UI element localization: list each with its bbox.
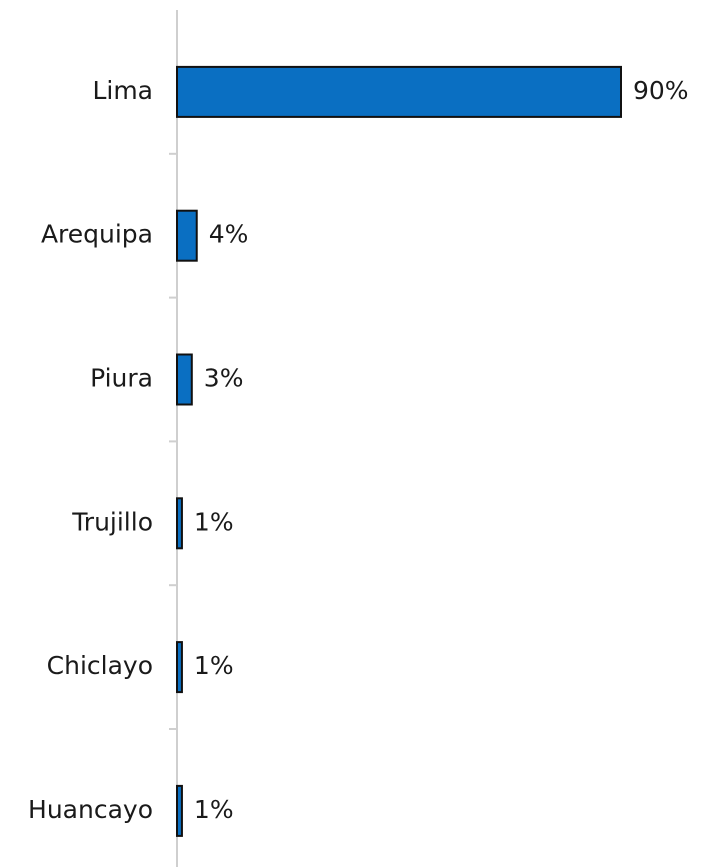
category-label-chiclayo: Chiclayo: [47, 651, 153, 680]
category-label-piura: Piura: [90, 364, 153, 393]
bar-huancayo: [176, 784, 183, 837]
category-labels-group: Lima Arequipa Piura Trujillo Chiclayo Huancay…: [28, 76, 153, 824]
bar-arequipa: [176, 209, 198, 262]
value-label-lima: 90%: [633, 76, 689, 105]
bar-piura: [176, 353, 193, 406]
category-label-lima: Lima: [92, 76, 153, 105]
bars-group: [176, 65, 622, 837]
value-label-arequipa: 4%: [209, 220, 249, 249]
bar-trujillo: [176, 497, 183, 550]
category-label-huancayo: Huancayo: [28, 795, 153, 824]
bar-lima: [176, 65, 622, 118]
value-label-piura: 3%: [204, 364, 244, 393]
category-ticks: [169, 152, 177, 730]
value-label-huancayo: 1%: [194, 795, 234, 824]
value-label-chiclayo: 1%: [194, 651, 234, 680]
value-label-trujillo: 1%: [194, 507, 234, 536]
value-labels-group: 90% 4% 3% 1% 1% 1%: [194, 76, 689, 824]
bar-chiclayo: [176, 641, 183, 694]
category-label-arequipa: Arequipa: [41, 220, 153, 249]
category-label-trujillo: Trujillo: [71, 507, 153, 536]
